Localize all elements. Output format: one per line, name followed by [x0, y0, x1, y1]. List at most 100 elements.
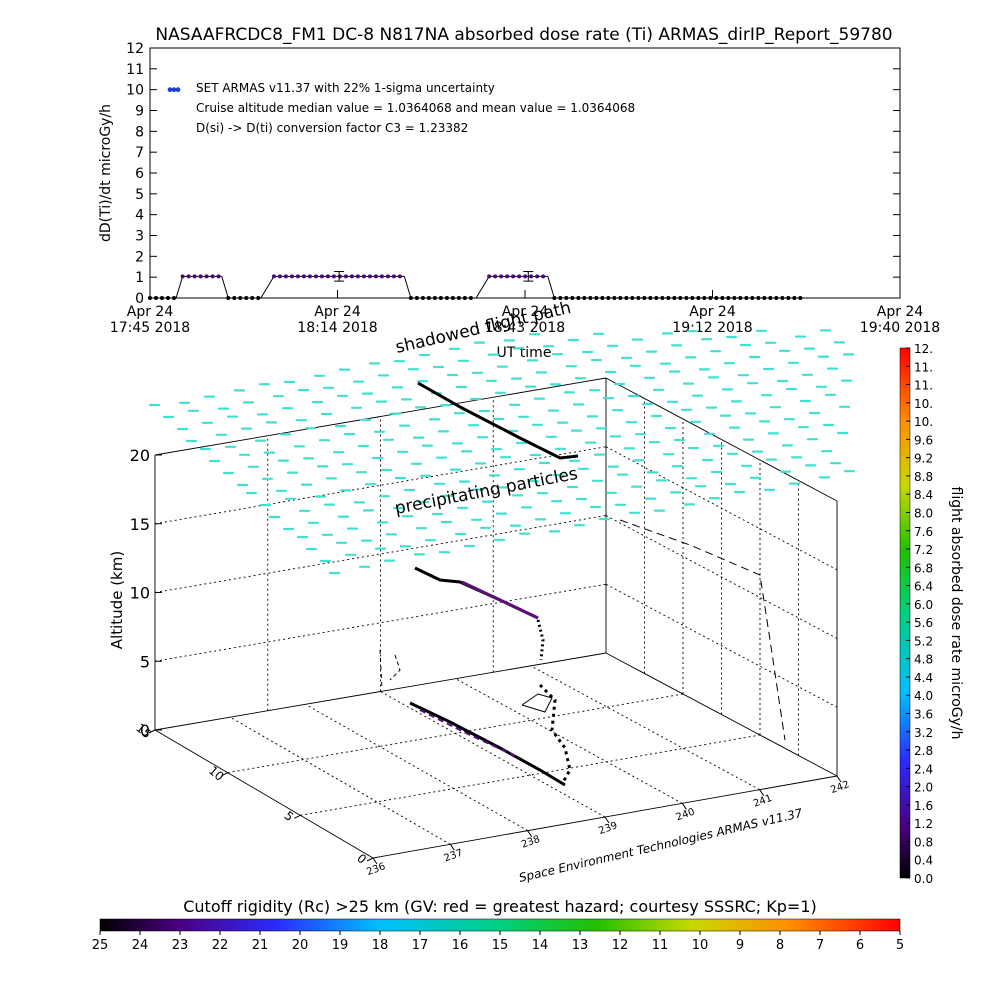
- top-y-axis-label: dD(Ti)/dt microGy/h: [98, 104, 114, 242]
- data-point: [618, 296, 623, 300]
- rigidity-tick-label: 24: [132, 938, 149, 953]
- data-point: [636, 296, 641, 300]
- lat-tick: [294, 814, 301, 819]
- colorbar-tick-label: 2.4: [914, 762, 933, 776]
- data-point: [385, 274, 390, 279]
- lon-tick-label: 236: [365, 861, 387, 878]
- rigidity-tick-label: 7: [816, 938, 824, 953]
- data-point: [720, 296, 725, 300]
- data-point: [186, 274, 191, 279]
- data-point: [535, 274, 540, 279]
- data-point: [642, 296, 647, 300]
- colorbar-tick-label: 12.: [914, 342, 933, 356]
- data-point: [271, 274, 276, 279]
- colorbar-tick-label: 6.0: [914, 598, 933, 612]
- rigidity-tick-label: 16: [452, 938, 469, 953]
- data-point: [331, 274, 336, 279]
- series-step: [403, 276, 412, 299]
- flight-track-dose: [461, 580, 539, 620]
- rigidity-tick-label: 20: [292, 938, 309, 953]
- lat-tick: [366, 857, 374, 862]
- 3d-box: 0 5 10 15 20 0 5 10 15 236 237 238 239 240 241 242: [130, 377, 851, 878]
- colorbar-tick-label: 4.4: [914, 671, 933, 685]
- y-tick-label: 10: [126, 83, 144, 99]
- x-tick-label: Apr 24: [314, 304, 361, 320]
- legend-marker-dot: [171, 87, 177, 93]
- data-point: [307, 274, 312, 279]
- colorbar-tick-label: 0.8: [914, 835, 933, 849]
- rigidity-tick-label: 12: [612, 938, 629, 953]
- y-tick-label: 3: [135, 229, 144, 245]
- grid-z: [154, 446, 607, 525]
- y-tick-label: 0: [135, 291, 144, 307]
- data-point: [210, 274, 215, 279]
- lon-tick-label: 241: [752, 793, 774, 810]
- data-point: [232, 296, 237, 300]
- data-point: [732, 296, 737, 300]
- lon-tick: [449, 844, 455, 851]
- data-point: [256, 296, 261, 300]
- data-point: [666, 296, 671, 300]
- data-point: [594, 296, 599, 300]
- series-step: [175, 276, 184, 299]
- data-point: [355, 274, 360, 279]
- series-step: [547, 276, 555, 299]
- colorbar-tick-label: 11.: [914, 379, 933, 393]
- rigidity-tick-label: 17: [412, 938, 429, 953]
- ground-track: [409, 701, 566, 787]
- lon-tick: [759, 789, 765, 796]
- data-point: [606, 296, 611, 300]
- colorbar-tick-label: 1.2: [914, 817, 933, 831]
- dose-rate-series: [148, 271, 803, 300]
- x-tick-label: 17:45 2018: [110, 320, 190, 336]
- series-step: [475, 276, 490, 299]
- data-point: [250, 296, 255, 300]
- grid-z: [154, 515, 607, 593]
- colorbar-tick-label: 4.0: [914, 689, 933, 703]
- data-point: [570, 296, 575, 300]
- data-point: [738, 296, 743, 300]
- series-step: [260, 276, 275, 299]
- data-point: [762, 296, 767, 300]
- data-point: [361, 274, 366, 279]
- grid-floor: [305, 703, 528, 832]
- rigidity-bar-label: Cutoff rigidity (Rc) >25 km (GV: red = g…: [183, 897, 817, 916]
- colorbar-tick-label: 5.6: [914, 616, 933, 630]
- x-tick-label: 18:14 2018: [297, 320, 377, 336]
- dose-colorbar-label: flight absorbed dose rate microGy/h: [948, 487, 964, 740]
- rigidity-colorbar-ticks: 25 24 23 22 21 20 19 18 17 16 15 14 13 12 11 10 9 8 7 6 5: [92, 931, 904, 953]
- data-point: [192, 274, 197, 279]
- data-point: [792, 296, 797, 300]
- colorbar-tick-label: 4.8: [914, 653, 933, 667]
- colorbar-tick-label: 10.: [914, 415, 933, 429]
- colorbar-tick-label: 8.0: [914, 506, 933, 520]
- legend-line-1: SET ARMAS v11.37 with 22% 1-sigma uncert…: [196, 81, 495, 95]
- data-point: [295, 274, 300, 279]
- data-point: [696, 296, 701, 300]
- data-point: [558, 296, 563, 300]
- data-point: [774, 296, 779, 300]
- data-point: [160, 296, 164, 300]
- z-tick-label: 0: [140, 721, 150, 740]
- data-point: [529, 274, 534, 279]
- data-point: [325, 274, 330, 279]
- altitude-axis-label: Altitude (km): [108, 551, 126, 649]
- lon-tick: [836, 775, 842, 783]
- data-point: [612, 296, 617, 300]
- data-point: [216, 274, 221, 279]
- legend-marker-dot: [167, 87, 173, 93]
- lat-tick: [221, 772, 228, 777]
- ground-track-descent: [538, 683, 572, 785]
- z-tick-label: 15: [130, 515, 150, 534]
- data-point: [226, 296, 231, 300]
- rigidity-tick-label: 11: [652, 938, 669, 953]
- dose-colorbar: [899, 347, 911, 879]
- colorbar-tick-label: 5.2: [914, 634, 933, 648]
- data-point: [708, 296, 713, 300]
- colorbar-tick-label: 8.4: [914, 488, 933, 502]
- data-point: [505, 274, 510, 279]
- x-tick-label: Apr 24: [127, 304, 174, 320]
- legend-marker-dot: [175, 87, 181, 93]
- data-point: [684, 296, 689, 300]
